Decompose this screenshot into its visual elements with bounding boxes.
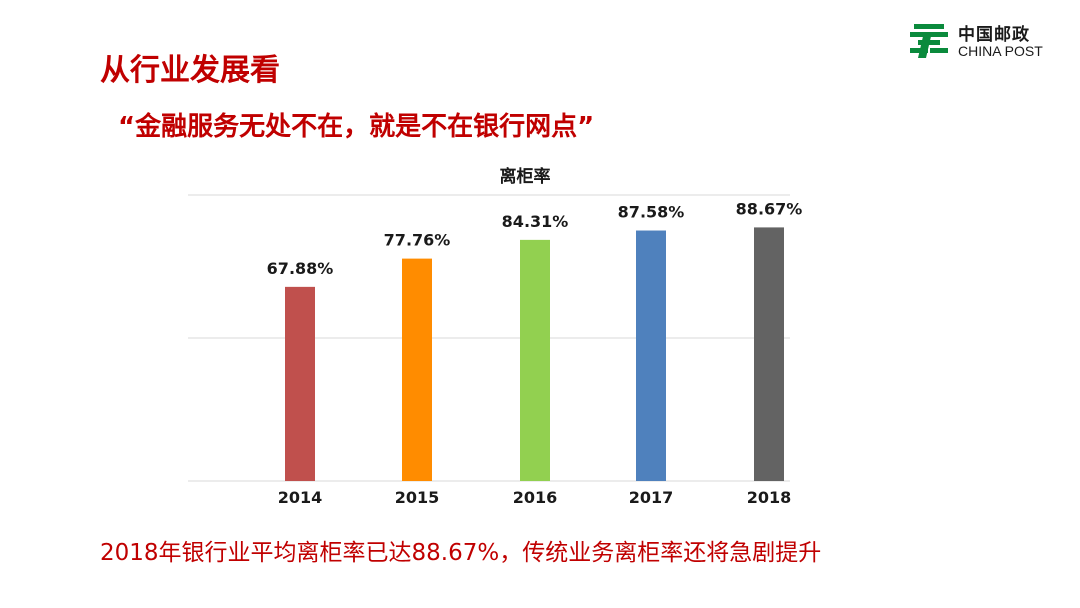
page-title: 从行业发展看 [100,53,280,88]
bar-2018 [754,227,784,481]
data-label-2017: 87.58% [618,203,685,222]
bar-2015 [402,258,432,481]
x-tick-2016: 2016 [513,488,558,507]
chart-title: 离柜率 [500,166,551,187]
x-tick-2015: 2015 [395,488,440,507]
bar-2017 [636,230,666,481]
data-label-2014: 67.88% [267,259,334,278]
chart-data-labels: 67.88% 77.76% 84.31% 87.58% 88.67% [267,199,803,277]
x-tick-2014: 2014 [278,488,323,507]
logo-text-cn: 中国邮政 [958,25,1030,45]
bar-2016 [520,239,550,481]
data-label-2018: 88.67% [736,199,803,218]
quote-subtitle: “金融服务无处不在，就是不在银行网点” [118,112,595,142]
logo-text-en: CHINA POST [958,43,1043,59]
data-label-2016: 84.31% [502,212,569,231]
china-post-logo-icon [910,24,948,58]
bar-2014 [285,286,315,481]
chart-bars [285,227,784,481]
x-tick-2018: 2018 [747,488,792,507]
data-label-2015: 77.76% [384,231,451,250]
china-post-logo: 中国邮政 CHINA POST [908,18,1058,64]
footer-note: 2018年银行业平均离柜率已达88.67%，传统业务离柜率还将急剧提升 [100,540,822,566]
chart-gridlines [188,194,790,482]
chart-x-tick-labels: 2014 2015 2016 2017 2018 [278,488,792,507]
x-tick-2017: 2017 [629,488,674,507]
